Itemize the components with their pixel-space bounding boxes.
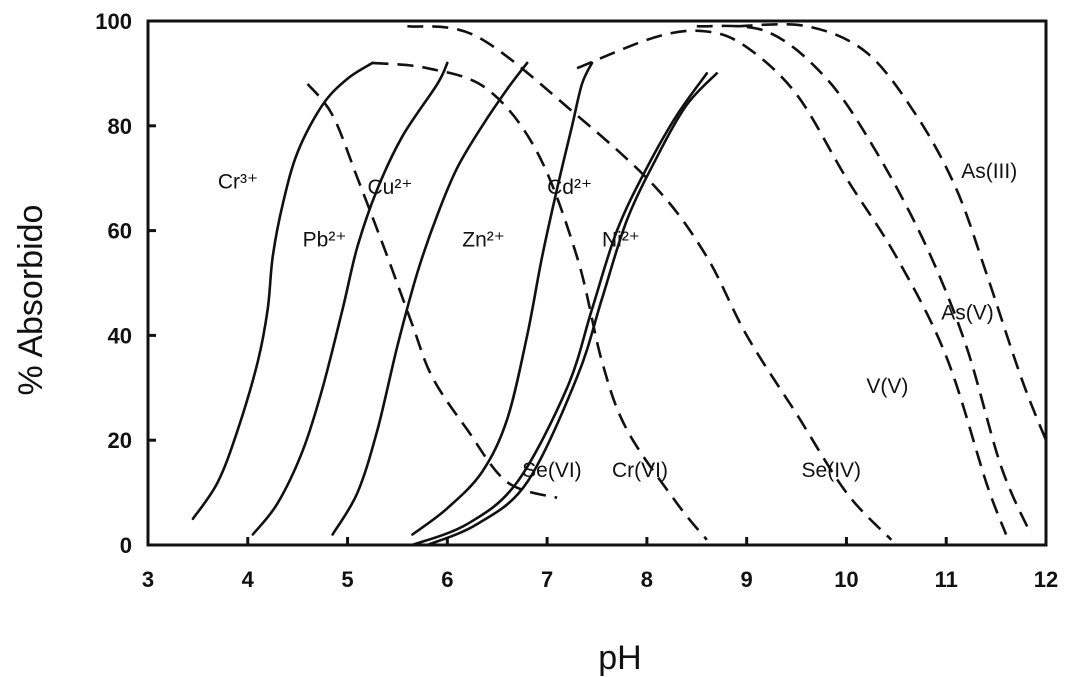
x-tick-label: 7 [541, 567, 553, 592]
series-line-cr-3 [191, 61, 374, 521]
series-line-cr-vi [372, 61, 708, 541]
x-tick-label: 5 [341, 567, 353, 592]
x-tick-label: 12 [1034, 567, 1058, 592]
x-axis-title: pH [598, 639, 641, 677]
series-labels: Cr³⁺ Pb²⁺ Cu²⁺ Zn²⁺ Cd²⁺ Ni²⁺ Se(VI) Cr(VI) Se(I… [218, 160, 1017, 482]
series-line-v-v [576, 29, 1008, 535]
y-tick-label: 100 [95, 9, 132, 34]
series-label-v-v: V(V) [866, 375, 908, 398]
series-line-ni-2 [426, 72, 718, 547]
y-tick-label: 80 [108, 114, 132, 139]
x-tick-label: 10 [834, 567, 858, 592]
series-line-cd-2 [411, 72, 709, 547]
series-line-pb-2 [251, 61, 449, 536]
series-line-as-v [696, 24, 1033, 536]
series-label-as-iii: As(III) [961, 160, 1017, 183]
series-layer [191, 22, 1048, 547]
series-label-ni-2: Ni²⁺ [602, 228, 640, 251]
x-tick-label: 9 [741, 567, 753, 592]
y-axis-title: % Absorbido [12, 205, 50, 396]
series-line-se-iv [407, 24, 893, 541]
y-axis: 0 20 40 60 80 100 [95, 9, 156, 558]
y-tick-label: 0 [120, 533, 132, 558]
plot-frame [146, 19, 1048, 547]
series-label-se-iv: Se(IV) [802, 459, 862, 482]
series-line-cu-2 [331, 61, 529, 536]
y-tick-label: 20 [108, 428, 132, 453]
series-label-as-v: As(V) [941, 302, 994, 325]
series-line-zn-2 [411, 61, 594, 536]
series-label-cr-3: Cr³⁺ [218, 171, 258, 194]
series-label-cu-2: Cu²⁺ [368, 176, 413, 199]
series-label-se-vi: Se(VI) [522, 459, 582, 482]
x-tick-label: 11 [935, 567, 958, 592]
series-line-se-vi [306, 83, 558, 500]
x-tick-label: 8 [641, 567, 653, 592]
y-tick-label: 40 [108, 323, 132, 348]
y-tick-label: 60 [108, 219, 132, 244]
x-tick-label: 6 [441, 567, 453, 592]
series-label-cd-2: Cd²⁺ [547, 176, 592, 199]
series-line-as-iii [736, 22, 1048, 441]
x-tick-label: 4 [242, 567, 255, 592]
series-label-cr-vi: Cr(VI) [612, 459, 668, 482]
series-label-zn-2: Zn²⁺ [462, 228, 505, 251]
series-label-pb-2: Pb²⁺ [303, 228, 347, 251]
x-tick-label: 3 [142, 567, 154, 592]
